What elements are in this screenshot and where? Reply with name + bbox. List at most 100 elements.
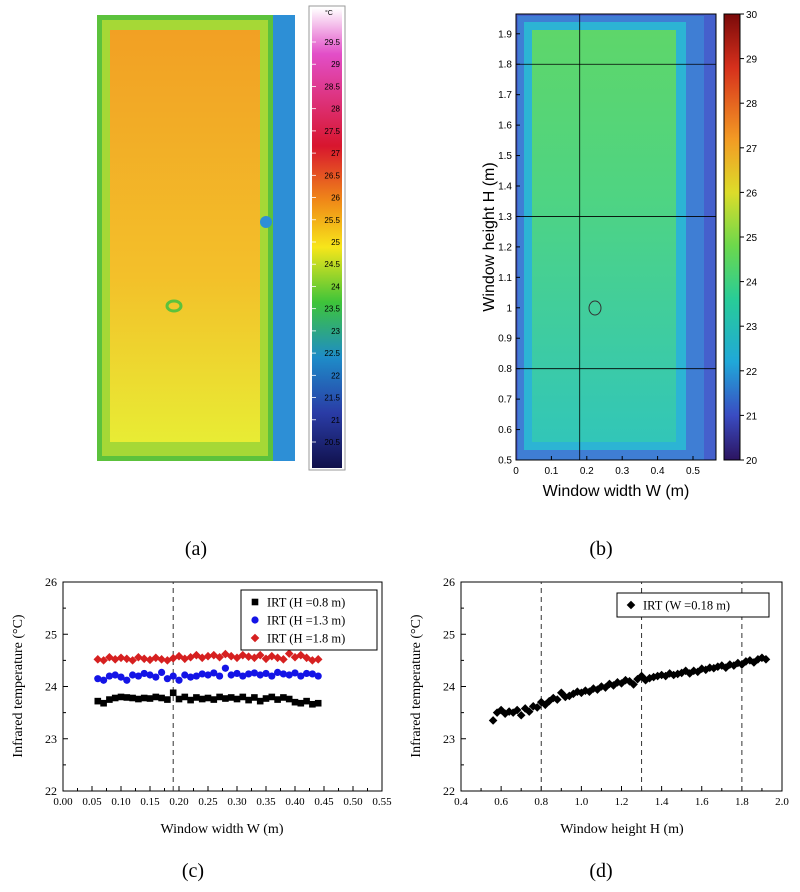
plot-b-y-tick-label: 1.6 xyxy=(498,121,512,132)
plot-c-point xyxy=(250,669,258,677)
plot-c-point xyxy=(117,693,125,701)
plot-c-point xyxy=(239,672,247,680)
plot-d-point xyxy=(717,661,727,670)
plot-d-x-tick-label: 1.8 xyxy=(735,796,749,808)
plot-c-x-tick-label: 0.50 xyxy=(343,796,363,808)
plot-c-point xyxy=(169,672,177,680)
plot-c-point xyxy=(123,694,131,701)
plot-c-legend-label: IRT (H =1.3 m) xyxy=(267,614,345,628)
plot-c-ylabel: Infrared temperature (°C) xyxy=(11,614,26,758)
plot-c-legend-marker xyxy=(251,616,259,624)
plot-d-point xyxy=(516,710,526,720)
panel-d-label: (d) xyxy=(589,860,612,882)
plot-c-x-tick-label: 0.45 xyxy=(314,796,334,808)
panel-c: 0.00 0.05 0.10 0.15 0.20 0.25 0.30 0.35 0.40 0.45… xyxy=(11,575,392,882)
plot-c-point xyxy=(203,651,213,661)
plot-d-point xyxy=(577,688,586,698)
plot-c-point xyxy=(122,654,132,664)
plot-c-point xyxy=(262,695,270,702)
panel-c-label: (c) xyxy=(182,860,204,882)
plot-d-x-tick-label: 0.4 xyxy=(454,796,468,808)
panel-d: 0.4 0.6 0.8 1.0 1.2 1.4 1.6 1.8 2.0 22 23 24 25 26 IRT… xyxy=(409,575,789,882)
plot-c-point xyxy=(285,695,293,703)
plot-b-y-tick-label: 1.1 xyxy=(498,273,512,284)
plot-d-point xyxy=(597,682,606,691)
colorbar-a-tick-label: 27.5 xyxy=(324,127,340,136)
plot-c-point xyxy=(163,675,171,683)
plot-c-point xyxy=(94,697,102,705)
plot-c-point xyxy=(204,694,212,702)
plot-c-point xyxy=(216,693,223,701)
plot-c-point xyxy=(123,676,131,684)
plot-d-x-tick-label: 1.2 xyxy=(615,796,629,808)
plot-c-point xyxy=(255,650,265,660)
plot-b-y-tick-label: 1.4 xyxy=(498,182,512,193)
plot-c-y-tick-label: 22 xyxy=(45,784,57,798)
plot-c-point xyxy=(187,673,195,681)
plot-d-point xyxy=(657,670,666,680)
plot-c-point xyxy=(215,652,224,662)
plot-b-xlabel: Window width W (m) xyxy=(543,483,690,500)
plot-c-point xyxy=(216,672,224,680)
plot-c-point xyxy=(175,676,183,684)
plot-c-point xyxy=(221,649,230,659)
plot-b-y-ticks: 0.5 0.6 0.7 0.8 0.9 1 1.1 1.2 1.3 1.4 1.5 1.6 1.7 1.8… xyxy=(498,29,520,467)
plot-d-point xyxy=(761,655,771,664)
plot-c-point xyxy=(261,654,271,664)
plot-c-point xyxy=(134,652,143,662)
plot-c-x-tick-label: 0.30 xyxy=(227,796,247,808)
plot-c-point xyxy=(105,672,113,680)
plot-d-x-tick-label: 0.6 xyxy=(494,796,508,808)
plot-c-x-tick-label: 0.40 xyxy=(285,796,305,808)
colorbar-a-unit: °C xyxy=(325,9,333,17)
panel-b: 0 0.1 0.2 0.3 0.4 0.5 0.5 0.6 0.7 0.8 0.9 1 1.1 1.2 1… xyxy=(481,10,758,560)
plot-b-y-tick-label: 1.3 xyxy=(498,212,512,223)
plot-c-y-tick-label: 23 xyxy=(45,732,57,746)
thermal-handle xyxy=(260,216,272,228)
plot-c-point xyxy=(222,695,229,702)
plot-d-point xyxy=(512,705,522,715)
plot-c-legend-marker xyxy=(250,633,260,643)
colorbar-a-tick-label: 21 xyxy=(331,416,340,425)
plot-d-point xyxy=(524,707,534,716)
plot-c-y-tick-label: 24 xyxy=(45,680,57,694)
plot-c-point xyxy=(94,675,102,683)
plot-d-xlabel: Window height H (m) xyxy=(560,822,684,837)
plot-c-point xyxy=(111,694,119,702)
plot-c-point xyxy=(227,671,235,679)
colorbar-b-tick-label: 30 xyxy=(746,10,758,21)
plot-d-point xyxy=(629,680,638,689)
plot-c-point xyxy=(245,670,253,678)
plot-c-y-tick-label: 26 xyxy=(45,575,57,589)
plot-c-point xyxy=(256,671,264,679)
plot-b-ylabel: Window height H (m) xyxy=(481,162,498,311)
plot-c-point xyxy=(111,671,119,679)
plot-c-point xyxy=(105,652,114,662)
plot-c-point xyxy=(158,694,165,702)
plot-c-point xyxy=(303,669,311,678)
plot-c-point xyxy=(128,656,137,665)
plot-c-point xyxy=(129,694,136,702)
plot-d-x-tick-label: 2.0 xyxy=(775,796,789,808)
colorbar-b-tick-label: 25 xyxy=(746,233,758,244)
plot-c-point xyxy=(181,693,189,701)
plot-c-point xyxy=(157,655,166,664)
plot-d-point xyxy=(697,664,707,674)
plot-b-y-tick-label: 1.7 xyxy=(498,90,512,101)
colorbar-b-tick-label: 21 xyxy=(746,411,758,422)
colorbar-a-tick-label: 26 xyxy=(331,194,340,203)
colorbar-a-tick-label: 29.5 xyxy=(324,38,340,47)
plot-d-legend-marker xyxy=(626,600,636,610)
plot-c-point xyxy=(256,697,264,705)
plot-d-y-tick-label: 23 xyxy=(443,732,455,746)
colorbar-b-tick-label: 27 xyxy=(746,144,758,155)
plot-c-x-tick-label: 0.20 xyxy=(169,796,189,808)
colorbar-b-tick-label: 20 xyxy=(746,456,758,467)
plot-b-x-ticks: 0 0.1 0.2 0.3 0.4 0.5 xyxy=(513,456,700,477)
plot-d-point xyxy=(669,670,678,680)
plot-c-point xyxy=(221,664,229,672)
plot-c-point xyxy=(280,694,287,701)
plot-c-point xyxy=(274,668,282,676)
plot-c-point xyxy=(169,689,177,697)
plot-b-x-tick-label: 0.5 xyxy=(686,466,700,477)
